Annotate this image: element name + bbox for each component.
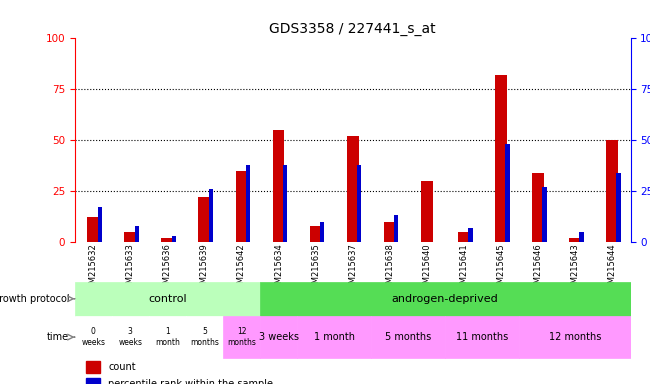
Text: 3 weeks: 3 weeks — [259, 332, 298, 342]
Bar — [606, 140, 618, 242]
Bar — [209, 189, 213, 242]
Bar — [519, 316, 630, 358]
Bar — [86, 378, 99, 384]
Bar — [616, 173, 621, 242]
Bar — [172, 236, 176, 242]
Bar — [235, 171, 248, 242]
Bar — [75, 282, 260, 316]
Bar — [149, 316, 186, 358]
Text: 5
months: 5 months — [190, 328, 219, 347]
Bar — [532, 173, 544, 242]
Text: 3
weeks: 3 weeks — [118, 328, 142, 347]
Text: 5 months: 5 months — [385, 332, 432, 342]
Bar — [223, 316, 260, 358]
Bar — [87, 217, 99, 242]
Text: percentile rank within the sample: percentile rank within the sample — [108, 379, 273, 384]
Bar — [186, 316, 223, 358]
Bar — [445, 316, 519, 358]
Bar — [98, 207, 102, 242]
Bar — [458, 232, 470, 242]
Text: 1
month: 1 month — [155, 328, 180, 347]
Text: 12 months: 12 months — [549, 332, 601, 342]
Bar — [384, 222, 396, 242]
Text: time: time — [47, 332, 69, 342]
Bar — [75, 316, 112, 358]
Bar — [86, 361, 99, 372]
Bar — [371, 316, 445, 358]
Bar — [124, 232, 136, 242]
Bar — [112, 316, 149, 358]
Text: 0
weeks: 0 weeks — [81, 328, 105, 347]
Bar — [260, 282, 630, 316]
Bar — [309, 226, 322, 242]
Bar — [283, 165, 287, 242]
Bar — [495, 75, 507, 242]
Bar — [394, 215, 398, 242]
Bar — [161, 238, 174, 242]
Text: 1 month: 1 month — [313, 332, 355, 342]
Bar — [421, 181, 433, 242]
Text: 12
months: 12 months — [227, 328, 256, 347]
Bar — [272, 130, 285, 242]
Bar — [542, 187, 547, 242]
Text: count: count — [108, 362, 136, 372]
Bar — [246, 165, 250, 242]
Text: androgen-deprived: androgen-deprived — [392, 294, 499, 304]
Bar — [198, 197, 211, 242]
Bar — [346, 136, 359, 242]
Text: control: control — [148, 294, 187, 304]
Bar — [569, 238, 581, 242]
Text: 11 months: 11 months — [456, 332, 508, 342]
Bar — [579, 232, 584, 242]
Bar — [135, 226, 139, 242]
Bar — [297, 316, 371, 358]
Bar — [260, 316, 297, 358]
Title: GDS3358 / 227441_s_at: GDS3358 / 227441_s_at — [269, 22, 436, 36]
Bar — [505, 144, 510, 242]
Bar — [357, 165, 361, 242]
Bar — [468, 228, 473, 242]
Bar — [320, 222, 324, 242]
Text: growth protocol: growth protocol — [0, 294, 69, 304]
